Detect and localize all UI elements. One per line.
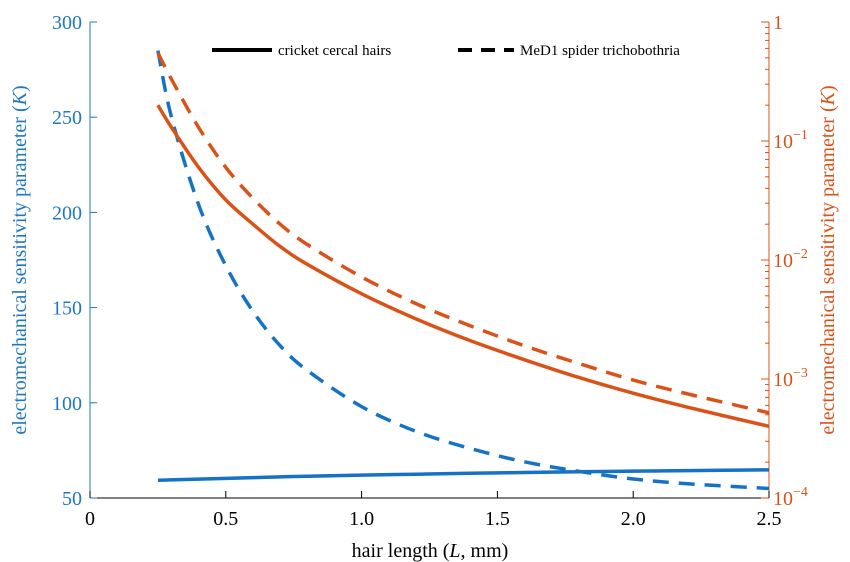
right-tick-label: 10−1 (773, 128, 808, 153)
x-tick-label: 1.0 (349, 508, 374, 530)
series-line-right-dashed (156, 52, 770, 415)
left-y-axis-label: electromechanical sensitivity parameter … (9, 85, 31, 434)
legend: cricket cercal hairs MeD1 spider trichob… (212, 43, 680, 59)
left-tick-label: 300 (52, 12, 82, 34)
series-layer (156, 50, 770, 491)
series-line-left-solid (157, 468, 770, 483)
x-axis: 0 0.5 1.0 1.5 2.0 2.5 (85, 491, 782, 530)
legend-label-solid: cricket cercal hairs (278, 43, 391, 59)
right-tick-label: 1 (773, 12, 783, 34)
right-y-axis-label: electromechanical sensitivity parameter … (817, 85, 839, 434)
left-tick-label: 200 (52, 202, 82, 224)
left-tick-label: 100 (52, 393, 82, 415)
x-tick-label: 1.5 (485, 508, 510, 530)
x-tick-label: 0 (85, 508, 95, 530)
right-tick-label: 10−3 (773, 366, 808, 391)
x-tick-label: 0.5 (213, 508, 238, 530)
left-tick-label: 50 (62, 488, 82, 510)
x-axis-label: hair length (L, mm) (352, 540, 509, 562)
right-tick-label: 10−4 (773, 485, 808, 510)
left-y-axis: 50 100 150 200 250 300 (52, 12, 97, 510)
legend-label-dashed: MeD1 spider trichobothria (520, 43, 680, 59)
x-tick-label: 2.5 (757, 508, 782, 530)
right-y-axis: 10−4 10−3 10−2 10−1 1 (761, 12, 808, 510)
right-tick-label: 10−2 (773, 247, 808, 272)
series-line-right-solid (156, 104, 770, 429)
x-tick-label: 2.0 (621, 508, 646, 530)
left-tick-label: 250 (52, 107, 82, 129)
left-tick-label: 150 (52, 298, 82, 320)
series-line-left-dashed (156, 50, 770, 491)
